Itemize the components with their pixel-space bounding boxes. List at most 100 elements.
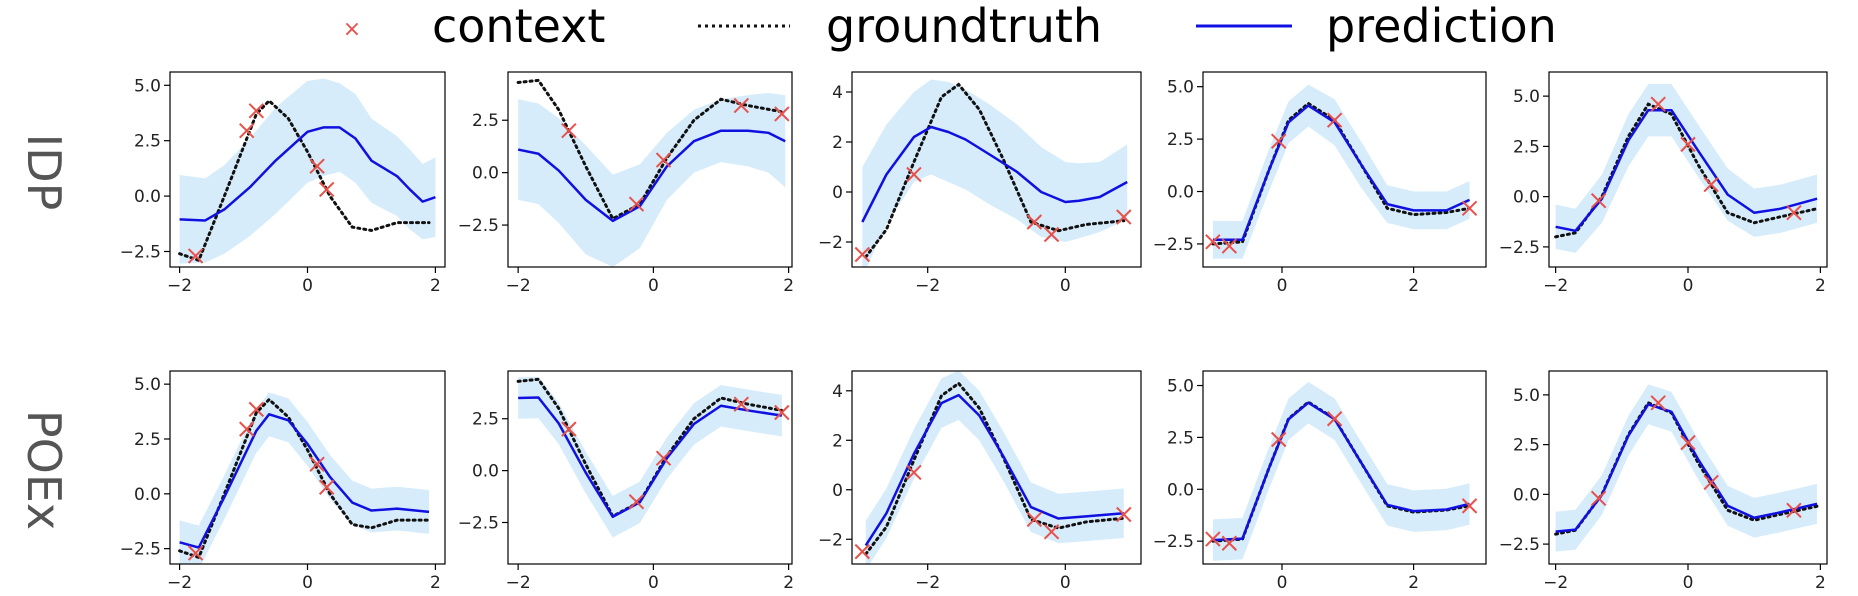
x-tick-label: 0 — [1277, 573, 1288, 593]
context-point — [774, 106, 790, 122]
context-point — [733, 97, 749, 114]
y-tick-label: 0 — [832, 183, 843, 203]
y-tick-label: 5.0 — [1167, 377, 1194, 397]
y-tick-label: −2.5 — [458, 513, 499, 533]
context-point — [1786, 205, 1802, 221]
context-point — [248, 103, 265, 119]
x-tick-label: −2 — [1543, 276, 1568, 296]
panel-idp-3: −2 0 −2 0 2 4 — [818, 71, 1142, 296]
x-tick-label: 0 — [648, 573, 659, 593]
context-point — [906, 166, 922, 183]
y-tick-label: 0.0 — [134, 485, 161, 505]
legend-groundtruth-label: groundtruth — [826, 0, 1102, 53]
legend-prediction-label: prediction — [1326, 0, 1557, 53]
axes-frame — [851, 370, 1142, 565]
y-tick-label: 2 — [832, 431, 843, 451]
context-point — [1680, 136, 1696, 153]
context-point — [774, 404, 790, 421]
plot-area — [178, 392, 431, 564]
x-tick-label: −2 — [915, 276, 940, 296]
y-tick-label: 2.5 — [472, 410, 499, 430]
y-tick-label: −2.5 — [1153, 532, 1194, 552]
y-tick-label: 0.0 — [1167, 183, 1194, 203]
y-tick-label: −2 — [818, 233, 843, 253]
plot-area — [854, 371, 1132, 564]
context-point — [733, 396, 749, 412]
context-point — [1590, 490, 1607, 507]
context-point — [1786, 502, 1802, 518]
context-point — [1326, 112, 1343, 128]
x-tick-label: 0 — [648, 276, 659, 296]
y-tick-label: −2.5 — [1153, 235, 1194, 255]
plot-area — [178, 78, 436, 264]
plot-area — [1205, 381, 1478, 561]
uncertainty-band — [1555, 84, 1818, 253]
y-tick-label: 2.5 — [1513, 137, 1540, 157]
plots-grid: −2 0 2−2.50.02.55.0−2 0 2−2.50.02.55.0−2 0 2−2… — [120, 71, 1828, 593]
context-point — [628, 196, 645, 212]
context-point — [1116, 506, 1132, 523]
y-tick-label: 2.5 — [1167, 130, 1194, 150]
y-tick-label: 0.0 — [472, 164, 499, 184]
context-point — [1205, 234, 1221, 250]
prediction-line — [517, 129, 786, 223]
legend: × context groundtruth prediction — [343, 0, 1557, 53]
plot-area — [1554, 384, 1819, 552]
uncertainty-band — [179, 392, 430, 564]
x-tick-label: 2 — [1815, 573, 1826, 593]
context-point — [309, 158, 325, 174]
plot-area — [1205, 84, 1478, 259]
context-point — [1205, 531, 1221, 547]
uncertainty-band — [518, 92, 786, 267]
panel-poex-3: −2 0 −2 0 2 4 — [818, 370, 1142, 593]
x-tick-label: 0 — [1060, 276, 1071, 296]
plot-area — [516, 376, 790, 538]
y-tick-label: −2.5 — [1499, 535, 1540, 555]
context-point — [1703, 176, 1719, 193]
plot-area — [854, 79, 1132, 267]
context-point — [1270, 431, 1287, 448]
context-point — [1116, 209, 1132, 225]
context-point — [854, 246, 871, 263]
axes-frame — [1548, 71, 1828, 268]
context-point — [1461, 200, 1478, 216]
uncertainty-band — [518, 376, 782, 538]
context-point — [561, 421, 577, 437]
y-tick-label: 5.0 — [134, 76, 161, 96]
panel-idp-1: −2 0 2 −2.5 0.0 2.5 5.0 — [120, 71, 446, 296]
y-tick-label: −2.5 — [120, 540, 161, 560]
x-tick-label: −2 — [1543, 573, 1568, 593]
plot-area — [516, 78, 790, 267]
context-point — [1680, 434, 1696, 451]
context-point — [1026, 511, 1043, 528]
context-point — [239, 123, 255, 139]
context-point — [318, 479, 335, 495]
prediction-line — [864, 393, 1124, 547]
context-point — [1270, 133, 1287, 149]
context-point — [1590, 192, 1607, 209]
x-tick-label: 2 — [783, 276, 794, 296]
y-tick-label: 5.0 — [134, 375, 161, 395]
context-point — [318, 181, 335, 198]
context-point — [561, 123, 577, 139]
y-tick-label: 0.0 — [1167, 480, 1194, 500]
uncertainty-band — [862, 79, 1128, 267]
context-point — [187, 545, 204, 561]
y-tick-label: 4 — [832, 83, 843, 103]
panel-poex-5: −2 0 2 −2.5 0.0 2.5 5.0 — [1499, 370, 1828, 593]
prediction-line — [179, 413, 430, 549]
groundtruth-line — [864, 381, 1126, 556]
uncertainty-band — [179, 78, 436, 264]
x-tick-label: −2 — [167, 276, 192, 296]
panel-poex-4: 0 2 −2.5 0.0 2.5 5.0 — [1153, 370, 1487, 593]
uncertainty-band — [1212, 84, 1470, 259]
y-tick-label: 0 — [832, 481, 843, 501]
axes-frame — [851, 71, 1142, 268]
context-point — [1043, 524, 1060, 540]
y-tick-label: 0.0 — [1513, 188, 1540, 208]
prediction-line — [179, 126, 436, 222]
x-tick-label: −2 — [167, 573, 192, 593]
row-label-poex: POEx — [17, 410, 71, 530]
x-tick-label: 0 — [1277, 276, 1288, 296]
context-point — [1221, 535, 1238, 551]
